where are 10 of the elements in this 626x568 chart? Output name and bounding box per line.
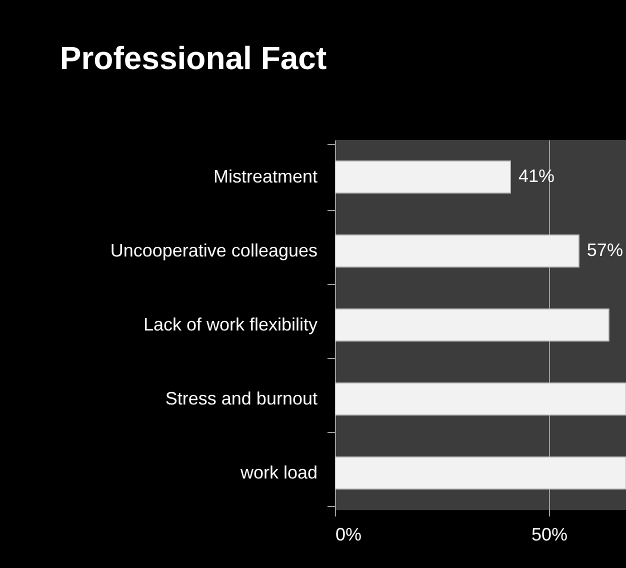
y-tick-label: work load: [239, 462, 318, 482]
x-tick-label: 50%: [531, 524, 568, 544]
data-label: 41%: [518, 166, 554, 186]
y-tick-label: Stress and burnout: [165, 388, 318, 408]
data-label: 57%: [586, 240, 623, 260]
y-tick-label: Mistreatment: [213, 166, 318, 186]
chart-title: Professional Fact: [60, 40, 327, 76]
y-tick-label: Uncooperative colleagues: [110, 240, 318, 260]
y-tick-label: Lack of work flexibility: [143, 314, 318, 334]
x-tick-label: 0%: [336, 524, 362, 544]
